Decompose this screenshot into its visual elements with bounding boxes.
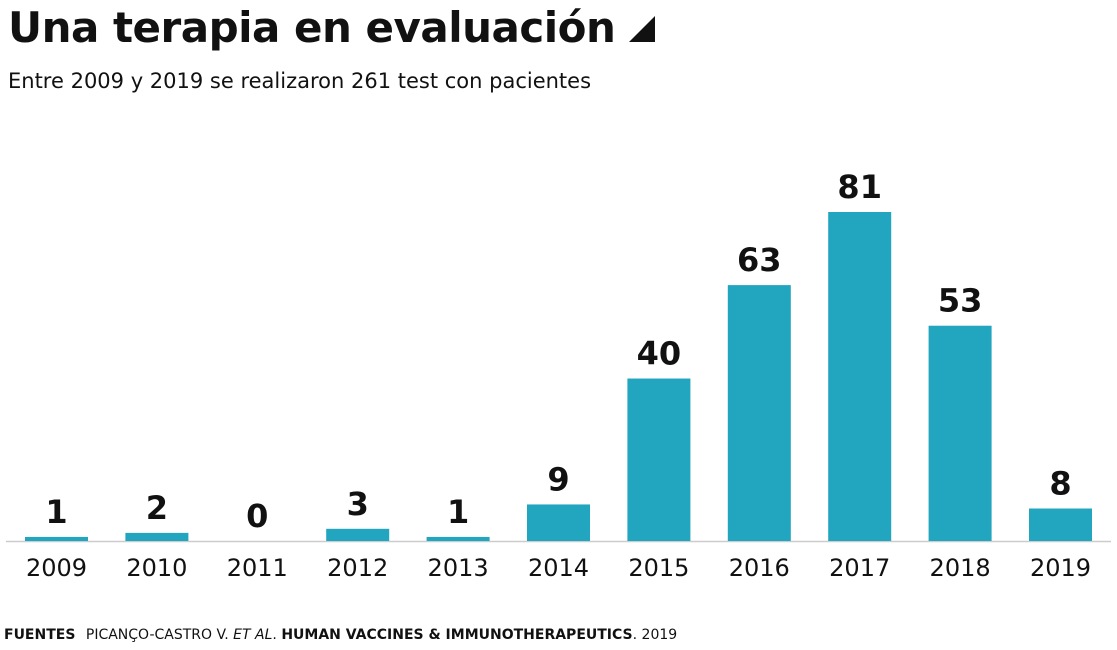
chart-title: Una terapia en evaluación [8,0,656,56]
source-author-etal: ET AL [233,627,273,643]
bar-2017 [828,212,892,541]
x-tick-label-2015: 2015 [628,554,689,582]
bar-2016 [727,285,791,541]
source-label: FUENTES [4,627,76,643]
x-tick-label-2011: 2011 [227,554,288,582]
bar-2010 [125,532,189,541]
data-label-2018: 53 [938,282,983,320]
chart-subtitle: Entre 2009 y 2019 se realizaron 261 test… [8,69,592,93]
source-author-name: PICANÇO-CASTRO V. [85,627,229,643]
bar-2009 [25,536,88,541]
data-label-2013: 1 [447,493,469,531]
x-tick-label-2013: 2013 [428,554,489,582]
source-footer: FUENTES PICANÇO-CASTRO V. ET AL. HUMAN V… [4,627,678,643]
x-tick-label-2012: 2012 [327,554,388,582]
chart-title-text: Una terapia en evaluación [8,3,616,52]
data-label-2016: 63 [737,241,782,279]
x-tick-label-2010: 2010 [126,554,187,582]
bar-chart: 1 2009 2 2010 0 2011 3 2012 1 2013 9 2014 40 2015 63 20… [6,168,1111,582]
bar-2015 [627,378,691,541]
data-label-2017: 81 [837,168,882,206]
data-label-2012: 3 [347,485,369,523]
x-tick-label-2009: 2009 [26,554,87,582]
bar-2018 [928,325,992,541]
bar-2013 [426,536,490,541]
bar-2014 [527,504,590,541]
x-tick-label-2019: 2019 [1030,554,1091,582]
triangle-marker-icon [629,16,656,42]
data-label-2019: 8 [1049,465,1071,503]
source-year: 2019 [641,627,678,643]
data-label-2015: 40 [637,335,682,373]
x-tick-label-2014: 2014 [528,554,589,582]
data-label-2009: 1 [45,493,67,531]
data-label-2014: 9 [547,460,569,498]
source-journal: HUMAN VACCINES & IMMUNOTHERAPEUTICS [281,627,633,643]
source-author: PICANÇO-CASTRO V. ET AL. [85,627,277,643]
x-tick-label-2016: 2016 [729,554,790,582]
data-label-2010: 2 [146,489,168,527]
data-label-2011: 0 [246,497,268,535]
x-tick-label-2018: 2018 [930,554,991,582]
x-tick-label-2017: 2017 [829,554,890,582]
bar-2019 [1029,508,1092,541]
bar-2012 [326,528,390,541]
